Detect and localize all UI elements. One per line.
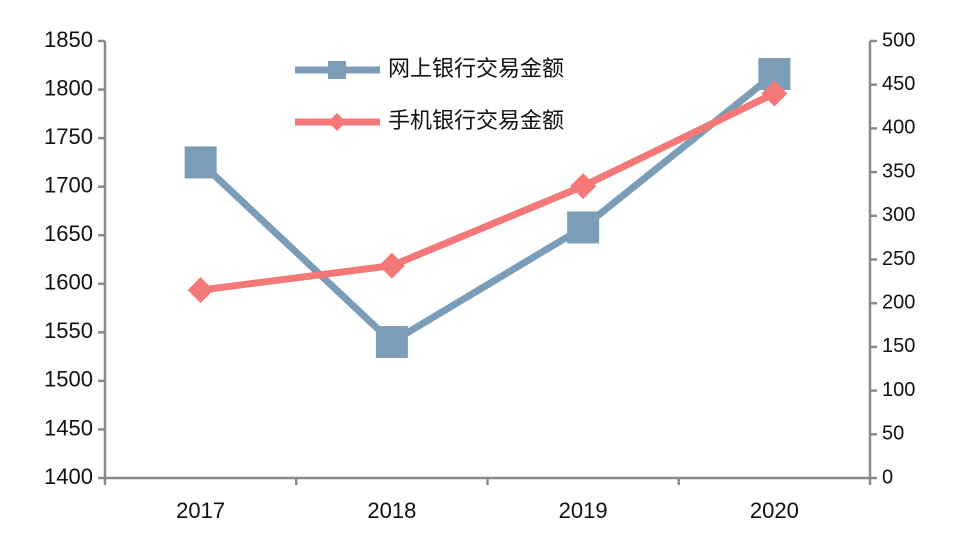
legend-label: 网上银行交易金额 [388,56,564,81]
y2-tick-label: 100 [882,379,915,401]
marker [375,326,408,359]
legend-label: 手机银行交易金额 [388,108,564,133]
x-tick-label: 2018 [367,498,416,523]
marker [570,173,597,200]
x-tick-label: 2017 [176,498,225,523]
x-tick-label: 2020 [750,498,799,523]
marker [328,61,346,79]
y2-tick-label: 500 [882,29,915,51]
y2-tick-label: 200 [882,291,915,313]
y2-tick-label: 350 [882,160,915,182]
series-line [200,90,776,294]
series-line [198,71,777,346]
y-tick-label: 1850 [44,27,93,52]
y2-tick-label: 450 [882,73,915,95]
marker [378,252,405,279]
y-tick-label: 1550 [44,318,93,343]
marker [761,80,788,107]
y-tick-label: 1400 [44,464,93,489]
y-tick-label: 1650 [44,221,93,246]
marker [567,211,600,244]
marker [328,113,346,131]
y2-tick-label: 0 [882,466,893,488]
y2-tick-label: 400 [882,117,915,139]
y2-tick-label: 50 [882,423,904,445]
y2-tick-label: 300 [882,204,915,226]
y2-tick-label: 250 [882,248,915,270]
marker [187,277,214,304]
y-tick-label: 1500 [44,367,93,392]
y2-tick-label: 150 [882,335,915,357]
y-tick-label: 1700 [44,172,93,197]
y-tick-label: 1800 [44,75,93,100]
x-tick-label: 2019 [559,498,608,523]
marker [184,146,217,179]
y-tick-label: 1750 [44,124,93,149]
y-tick-label: 1450 [44,415,93,440]
y-tick-label: 1600 [44,270,93,295]
